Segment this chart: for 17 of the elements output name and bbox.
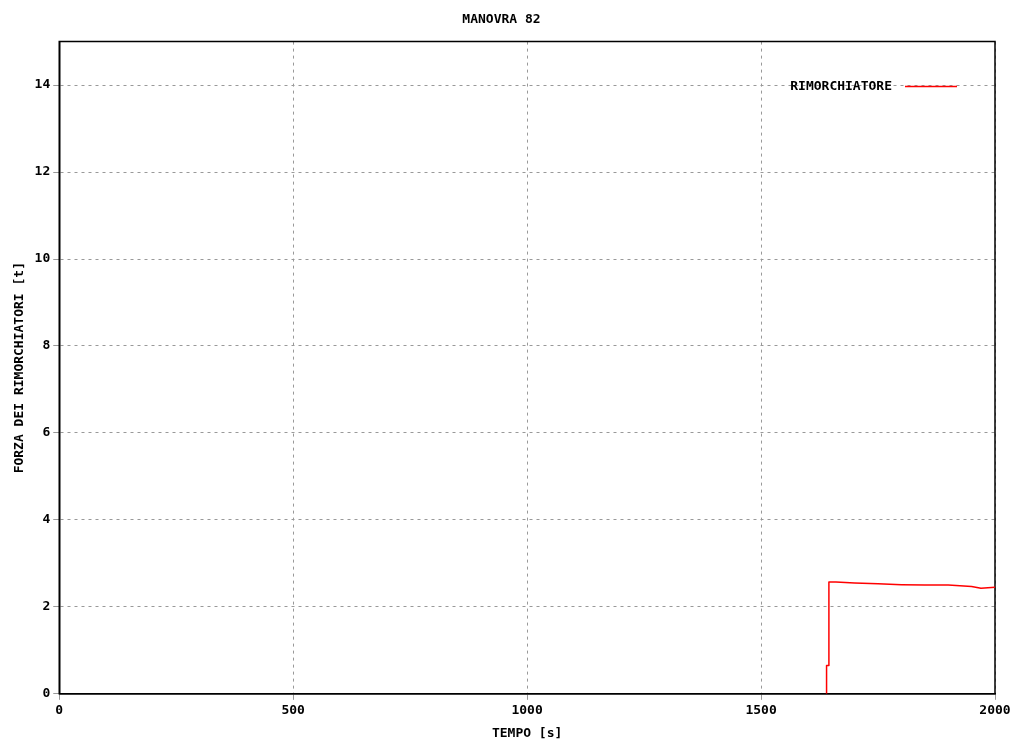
x-axis-title: TEMPO [s] <box>491 724 563 740</box>
chart-title: MANOVRA 82 <box>462 11 541 27</box>
y-tick-label: 10 <box>34 250 51 266</box>
x-tick-label: 500 <box>281 701 306 717</box>
y-tick-label: 4 <box>42 511 51 527</box>
x-tick-label: 1000 <box>511 701 543 717</box>
y-tick-label: 12 <box>34 163 51 179</box>
x-tick-label: 2000 <box>979 701 1011 717</box>
y-tick-label: 0 <box>42 685 51 701</box>
y-tick-label: 14 <box>34 76 51 92</box>
y-axis-title: FORZA DEI RIMORCHIATORI [t] <box>11 262 27 474</box>
y-tick-label: 6 <box>42 424 51 440</box>
legend-label: RIMORCHIATORE <box>790 77 892 93</box>
x-tick-label: 1500 <box>745 701 777 717</box>
x-tick-label: 0 <box>55 701 64 717</box>
y-tick-label: 8 <box>42 337 51 353</box>
y-tick-label: 2 <box>42 598 51 614</box>
